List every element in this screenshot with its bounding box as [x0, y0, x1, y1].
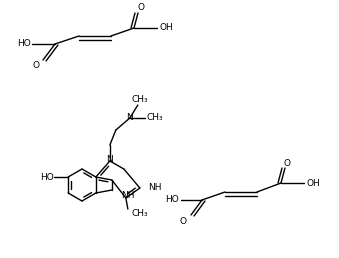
Text: HO: HO [17, 39, 31, 49]
Text: HO: HO [40, 173, 54, 181]
Text: CH₃: CH₃ [132, 94, 148, 103]
Text: NH: NH [121, 191, 134, 200]
Text: CH₃: CH₃ [146, 114, 163, 123]
Text: OH: OH [159, 23, 173, 33]
Text: CH₃: CH₃ [132, 209, 148, 219]
Text: O: O [179, 216, 186, 225]
Text: N: N [126, 114, 133, 123]
Text: O: O [33, 61, 40, 70]
Text: HO: HO [165, 196, 179, 205]
Text: NH: NH [148, 183, 161, 192]
Text: OH: OH [306, 179, 320, 188]
Text: O: O [138, 4, 144, 12]
Text: N: N [106, 156, 113, 165]
Text: O: O [283, 158, 291, 167]
